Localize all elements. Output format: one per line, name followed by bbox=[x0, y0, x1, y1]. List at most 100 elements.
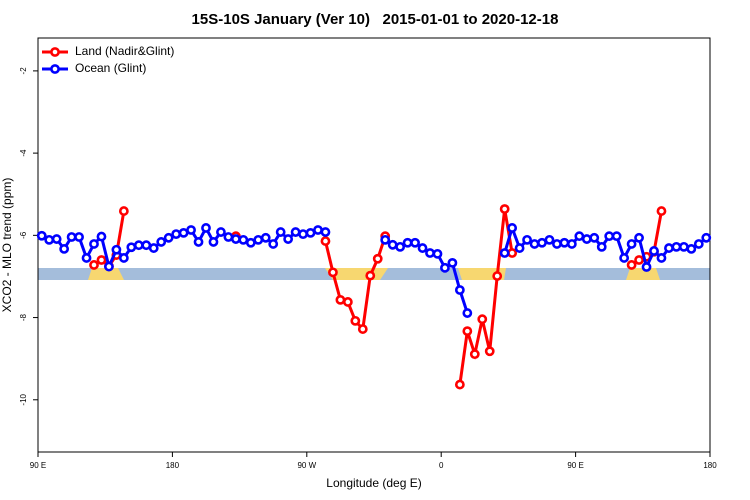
data-point bbox=[693, 239, 704, 249]
data-point bbox=[111, 244, 122, 255]
y-tick-label: -8 bbox=[19, 313, 28, 321]
data-point bbox=[89, 260, 99, 270]
data-point bbox=[253, 234, 264, 245]
data-point bbox=[641, 262, 652, 272]
data-point bbox=[664, 243, 674, 253]
data-point bbox=[581, 234, 592, 244]
legend-marker bbox=[50, 47, 60, 57]
data-point bbox=[596, 241, 607, 252]
data-point bbox=[626, 239, 637, 249]
y-tick-label: -4 bbox=[19, 149, 28, 157]
data-point bbox=[447, 257, 458, 268]
data-point bbox=[133, 240, 144, 251]
data-point bbox=[201, 223, 211, 233]
data-point bbox=[74, 232, 84, 242]
data-point bbox=[156, 237, 167, 247]
data-point bbox=[260, 232, 271, 243]
x-tick-label: 180 bbox=[703, 461, 717, 470]
data-point bbox=[96, 231, 107, 242]
x-tick-label: 90 W bbox=[297, 461, 316, 470]
data-point bbox=[402, 237, 413, 248]
data-point bbox=[335, 294, 346, 305]
data-point bbox=[44, 234, 55, 245]
data-point bbox=[604, 231, 615, 242]
data-point bbox=[589, 232, 600, 243]
data-point bbox=[656, 206, 667, 216]
data-point bbox=[492, 271, 503, 281]
data-point bbox=[66, 232, 77, 242]
data-point bbox=[425, 248, 435, 258]
data-point bbox=[499, 248, 510, 258]
data-point bbox=[432, 248, 443, 259]
land-mask bbox=[88, 268, 124, 280]
data-point bbox=[611, 231, 622, 242]
y-tick-label: -6 bbox=[19, 231, 28, 239]
x-axis-label: Longitude (deg E) bbox=[326, 476, 421, 490]
data-point bbox=[104, 261, 114, 272]
data-point bbox=[320, 236, 331, 246]
data-point bbox=[59, 244, 70, 254]
data-point bbox=[36, 230, 47, 241]
data-point bbox=[245, 237, 256, 248]
data-point bbox=[454, 285, 465, 295]
data-point bbox=[230, 234, 241, 244]
data-point bbox=[678, 241, 689, 252]
data-point bbox=[380, 234, 391, 245]
data-point bbox=[477, 314, 488, 325]
data-point bbox=[268, 239, 279, 249]
data-point bbox=[223, 232, 234, 242]
data-point bbox=[537, 237, 547, 248]
data-point bbox=[484, 346, 495, 357]
data-point bbox=[469, 349, 480, 360]
data-point bbox=[96, 255, 107, 265]
data-point bbox=[283, 234, 294, 244]
data-point bbox=[522, 234, 532, 245]
data-point bbox=[148, 243, 159, 253]
data-point bbox=[305, 227, 316, 238]
data-point bbox=[701, 232, 712, 243]
x-tick-label: 180 bbox=[166, 461, 180, 470]
data-point bbox=[313, 225, 323, 235]
data-point bbox=[372, 253, 383, 264]
data-point bbox=[462, 308, 473, 318]
data-point bbox=[566, 239, 577, 249]
y-tick-label: -2 bbox=[19, 67, 28, 75]
data-point bbox=[462, 326, 473, 337]
data-point bbox=[574, 231, 585, 242]
data-point bbox=[395, 241, 406, 252]
data-point bbox=[619, 253, 630, 263]
data-point bbox=[626, 260, 637, 270]
data-point bbox=[290, 227, 301, 237]
data-point bbox=[357, 324, 368, 334]
data-point bbox=[410, 237, 420, 248]
data-point bbox=[328, 267, 338, 278]
data-point bbox=[208, 237, 219, 247]
data-point bbox=[387, 239, 398, 250]
data-point bbox=[216, 227, 226, 237]
data-point bbox=[544, 234, 555, 245]
data-point bbox=[89, 239, 99, 249]
data-point bbox=[552, 239, 562, 249]
data-point bbox=[417, 243, 428, 253]
x-tick-label: 90 E bbox=[567, 461, 583, 470]
x-tick-label: 90 E bbox=[30, 461, 46, 470]
data-point bbox=[342, 297, 353, 307]
data-point bbox=[126, 242, 137, 253]
data-point bbox=[81, 253, 92, 263]
legend-label: Land (Nadir&Glint) bbox=[75, 44, 174, 58]
data-point bbox=[507, 223, 518, 233]
data-point bbox=[171, 229, 182, 240]
data-point bbox=[365, 270, 376, 281]
data-point bbox=[514, 243, 525, 253]
data-point bbox=[298, 229, 308, 240]
x-tick-label: 0 bbox=[439, 461, 444, 470]
data-point bbox=[529, 239, 540, 249]
data-point bbox=[141, 240, 152, 251]
data-point bbox=[634, 232, 644, 243]
legend-label: Ocean (Glint) bbox=[75, 61, 146, 75]
data-point bbox=[671, 241, 682, 252]
data-point bbox=[320, 227, 331, 237]
data-point bbox=[118, 253, 129, 263]
data-point bbox=[656, 253, 667, 263]
data-point bbox=[454, 379, 465, 390]
